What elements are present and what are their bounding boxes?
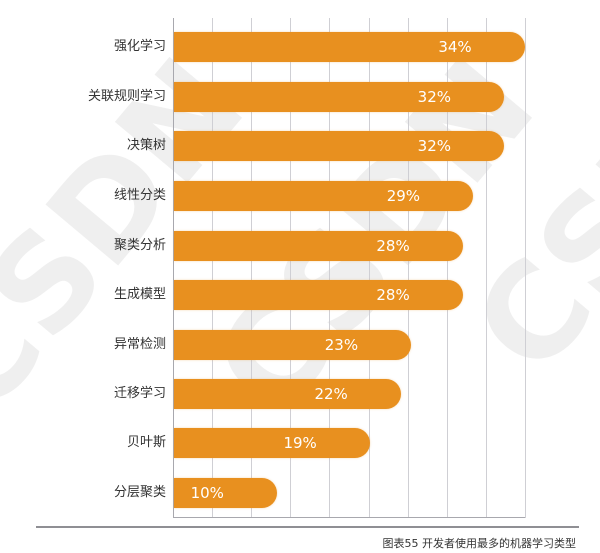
bar-row: 聚类分析 28% (0, 231, 600, 261)
bar-row: 分层聚类 10% (0, 478, 600, 508)
category-label: 贝叶斯 (126, 435, 166, 450)
gridline (329, 18, 331, 518)
category-label: 异常检测 (113, 337, 166, 352)
category-label: 关联规则学习 (87, 89, 166, 104)
bar-row: 迁移学习 22% (0, 379, 600, 409)
category-label: 迁移学习 (113, 386, 166, 401)
gridline (212, 18, 214, 518)
bar-row: 线性分类 29% (0, 181, 600, 211)
bar (174, 330, 412, 360)
bar-row: 强化学习 34% (0, 32, 600, 62)
gridline (368, 18, 370, 518)
category-label: 聚类分析 (113, 238, 166, 253)
value-label: 29% (386, 187, 421, 205)
category-label: 线性分类 (113, 188, 166, 203)
value-label: 23% (324, 336, 359, 354)
value-label: 28% (376, 237, 410, 255)
chart-caption: 图表55 开发者使用最多的机器学习类型 (382, 537, 577, 550)
bar-row: 生成模型 28% (0, 280, 600, 310)
bar (174, 478, 278, 508)
bar (174, 379, 402, 409)
bar (174, 181, 474, 211)
gridline (446, 18, 448, 518)
value-label: 32% (417, 137, 452, 155)
category-label: 强化学习 (113, 39, 166, 54)
value-label: 19% (283, 434, 317, 452)
bar (174, 280, 464, 310)
caption-divider (36, 526, 579, 528)
category-label: 生成模型 (113, 287, 166, 302)
value-label: 10% (190, 484, 224, 502)
gridline (524, 18, 526, 518)
bar-row: 异常检测 23% (0, 330, 600, 360)
bar (174, 231, 464, 261)
bar-row: 决策树 32% (0, 131, 600, 161)
category-label: 决策树 (126, 138, 166, 153)
value-label: 34% (438, 38, 472, 56)
value-label: 28% (376, 286, 410, 304)
x-axis-line (173, 517, 525, 518)
gridline (290, 18, 292, 518)
category-label: 分层聚类 (113, 485, 166, 500)
bar (174, 82, 505, 112)
y-axis-line (173, 18, 174, 518)
bar (174, 131, 505, 161)
value-label: 32% (417, 88, 452, 106)
gridline (251, 18, 253, 518)
value-label: 22% (314, 385, 348, 403)
gridline (407, 18, 409, 518)
bar-row: 贝叶斯 19% (0, 428, 600, 458)
bar (174, 428, 371, 458)
bar-row: 关联规则学习 32% (0, 82, 600, 112)
gridline (485, 18, 487, 518)
bar (174, 32, 525, 62)
